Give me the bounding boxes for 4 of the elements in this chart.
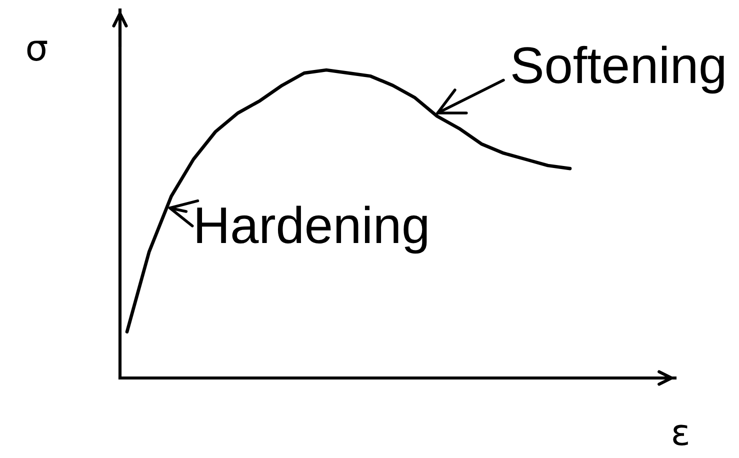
x-axis-title: ε xyxy=(673,424,688,446)
annotation: Hardening xyxy=(197,206,427,254)
annotation: Softening xyxy=(512,46,724,94)
y-axis-title: σ xyxy=(27,40,48,61)
